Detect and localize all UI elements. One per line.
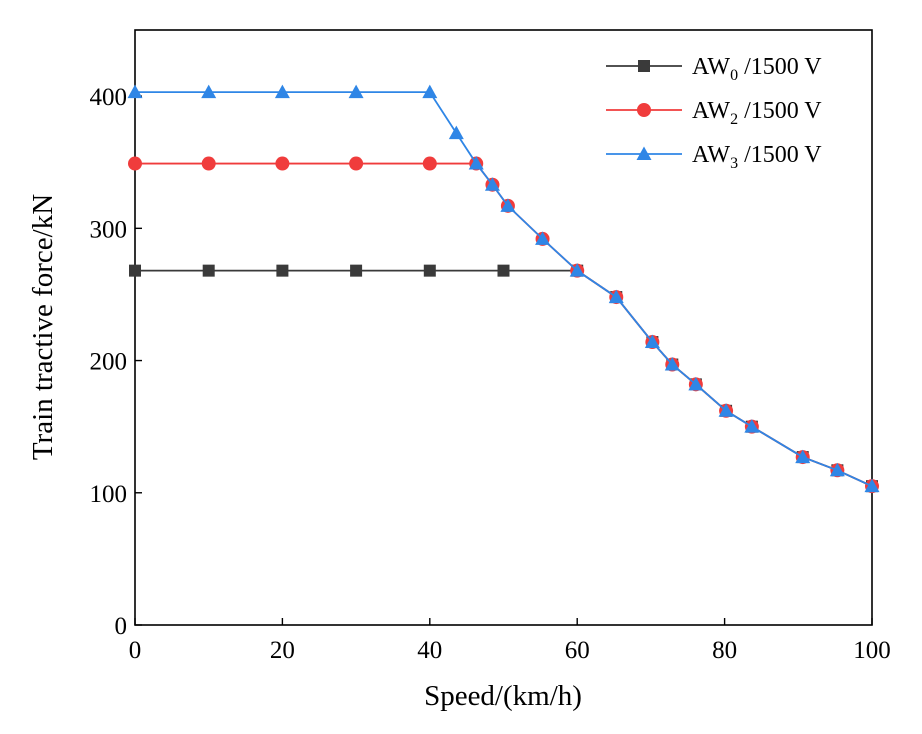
data-point-triangle [829,462,845,477]
x-axis-title: Speed/(km/h) [424,680,582,712]
data-point-triangle [535,231,551,245]
y-axis-title: Train tractive force/kN [27,194,59,460]
series-layer [127,84,880,494]
series-line [135,91,873,487]
data-point-triangle [744,419,760,433]
data-point-circle [201,156,216,171]
data-point-triangle [274,84,290,99]
series-line [135,269,873,487]
data-point-square [202,264,215,277]
legend-marker [636,146,652,160]
data-point-triangle [201,84,217,99]
legend-label: AW2 /1500 V [692,98,822,128]
data-point-triangle [422,84,438,99]
y-tick-label: 200 [90,349,128,376]
data-point-triangle [468,156,484,170]
series-triangle [127,84,880,493]
x-tick-label: 100 [853,637,891,664]
data-point-triangle [688,376,704,391]
data-point-triangle [608,289,624,304]
data-point-triangle [484,177,500,191]
legend-entry: AW2 /1500 V [606,98,822,128]
x-tick-label: 20 [270,637,295,664]
data-point-square [129,264,141,277]
data-point-triangle [127,84,143,99]
data-point-circle [349,156,364,171]
x-tick-label: 0 [129,637,142,664]
data-point-circle [128,156,142,171]
data-point-triangle [348,84,364,99]
legend-marker [637,103,651,117]
series-square [129,264,878,493]
x-axis: 0 20 40 60 80 100 [129,618,891,664]
x-tick-label: 40 [417,637,442,664]
plot-frame [134,29,873,626]
legend-entry: AW3 /1500 V [606,142,822,172]
data-point-triangle [569,263,585,277]
legend-label: AW0 /1500 V [692,54,822,84]
y-axis: 0 100 200 300 400 [90,84,142,640]
data-point-triangle [864,478,880,493]
data-point-square [350,264,363,277]
data-point-circle [422,156,437,171]
data-point-triangle [795,449,811,464]
data-point-triangle [718,403,734,417]
x-tick-label: 60 [565,637,590,664]
legend-label: AW3 /1500 V [692,142,822,172]
y-tick-label: 300 [90,216,128,243]
data-point-triangle [448,125,464,140]
y-tick-label: 400 [90,84,128,111]
data-point-circle [275,156,290,171]
data-point-square [276,264,289,277]
data-point-triangle [644,334,660,349]
y-tick-label: 100 [90,481,128,508]
x-tick-label: 80 [712,637,737,664]
data-point-triangle [664,357,680,371]
legend: AW0 /1500 V AW2 /1500 V AW3 /1500 V [606,54,822,172]
data-point-square [497,264,510,277]
legend-marker [638,60,650,72]
y-tick-label: 0 [115,613,128,640]
series-line [135,162,873,487]
data-point-square [423,264,436,277]
legend-entry: AW0 /1500 V [606,54,822,84]
data-point-triangle [500,198,516,212]
